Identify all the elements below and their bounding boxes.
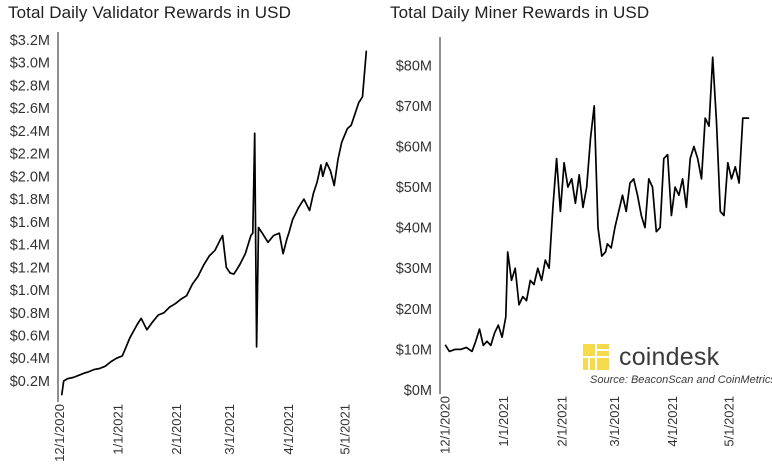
validator-y-tick-label: $0.2M [10, 374, 50, 390]
validator-x-tick-label: 1/1/2021 [111, 404, 126, 455]
validator-x-tick-label: 3/1/2021 [222, 404, 237, 455]
validator-y-tick-label: $2.2M [10, 147, 50, 163]
validator-chart-title: Total Daily Validator Rewards in USD [8, 3, 291, 22]
validator-x-tick-label: 12/1/2020 [52, 404, 67, 462]
miner-y-tick-label: $70M [396, 99, 432, 115]
miner-y-tick-label: $20M [396, 302, 432, 318]
validator-y-tick-label: $2.6M [10, 101, 50, 117]
validator-series-line [60, 50, 368, 396]
coindesk-logo: coindesk [583, 343, 719, 372]
validator-y-tick-label: $0.6M [10, 328, 50, 344]
miner-y-tick-label: $80M [396, 58, 432, 74]
miner-x-tick-label: 3/1/2021 [607, 396, 622, 447]
miner-x-tick-label: 12/1/2020 [438, 396, 453, 454]
miner-y-tick-label: $0M [404, 383, 432, 399]
validator-y-tick-label: $3.2M [10, 33, 50, 49]
validator-x-tick-label: 4/1/2021 [281, 404, 296, 455]
validator-y-tick-label: $1.2M [10, 260, 50, 276]
source-note: Source: BeaconScan and CoinMetrics [590, 374, 772, 386]
miner-x-tick-label: 2/1/2021 [554, 396, 569, 447]
miner-y-tick-label: $60M [396, 139, 432, 155]
miner-chart-title: Total Daily Miner Rewards in USD [390, 3, 650, 22]
validator-x-tick-label: 2/1/2021 [169, 404, 184, 455]
validator-y-tick-label: $3.0M [10, 56, 50, 72]
validator-y-tick-label: $2.4M [10, 124, 50, 140]
validator-y-tick-label: $1.0M [10, 283, 50, 299]
validator-y-tick-label: $0.8M [10, 306, 50, 322]
validator-y-tick-label: $1.6M [10, 215, 50, 231]
coindesk-mark-icon [583, 343, 609, 370]
validator-y-tick-label: $1.8M [10, 192, 50, 208]
validator-y-tick-label: $2.0M [10, 169, 50, 185]
validator-y-tick-label: $1.4M [10, 238, 50, 254]
miner-series-line [444, 56, 750, 353]
miner-x-tick-label: 5/1/2021 [722, 396, 737, 447]
validator-y-tick-label: $2.8M [10, 78, 50, 94]
validator-x-tick-label: 5/1/2021 [338, 404, 353, 455]
miner-x-tick-label: 4/1/2021 [665, 396, 680, 447]
coindesk-logo-text: coindesk [619, 343, 720, 371]
miner-y-tick-label: $40M [396, 221, 432, 237]
miner-y-tick-label: $10M [396, 342, 432, 358]
miner-y-tick-label: $50M [396, 180, 432, 196]
miner-x-tick-label: 1/1/2021 [496, 396, 511, 447]
validator-y-tick-label: $0.4M [10, 351, 50, 367]
miner-y-tick-label: $30M [396, 261, 432, 277]
